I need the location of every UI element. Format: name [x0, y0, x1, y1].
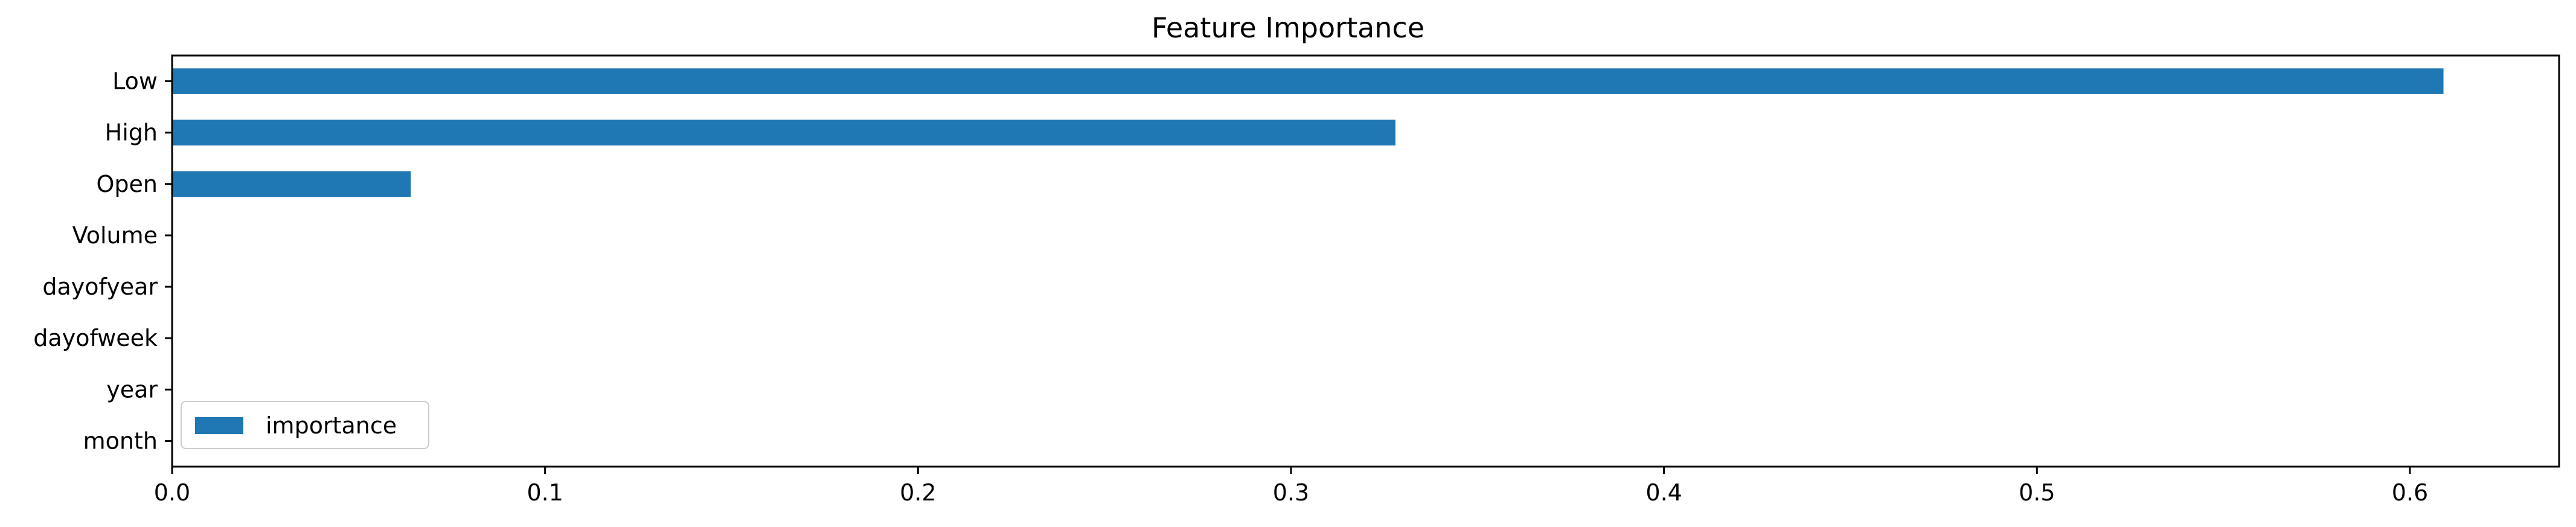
bars-group: [172, 68, 2444, 197]
x-tick-label: 0.0: [154, 479, 190, 506]
y-axis: Low High Open Volume dayofyear dayofweek year m…: [33, 68, 172, 454]
y-tick-label: month: [83, 427, 158, 454]
legend-label: importance: [266, 412, 397, 439]
y-tick-label: Volume: [72, 222, 158, 249]
y-tick-label: dayofyear: [42, 273, 158, 300]
bar-high: [172, 120, 1395, 145]
y-tick-label: year: [106, 376, 158, 403]
x-tick-label: 0.1: [527, 479, 563, 506]
bar-open: [172, 171, 411, 197]
y-tick-label: High: [105, 120, 158, 146]
x-tick-label: 0.2: [900, 479, 936, 506]
legend-swatch: [195, 417, 243, 434]
x-tick-label: 0.5: [2019, 479, 2055, 506]
x-tick-label: 0.3: [1273, 479, 1309, 506]
y-tick-label: Low: [112, 68, 158, 95]
x-tick-label: 0.4: [1645, 479, 1682, 506]
bar-low: [172, 68, 2444, 94]
x-axis: 0.0 0.1 0.2 0.3 0.4 0.5 0.6: [154, 467, 2428, 506]
legend[interactable]: importance: [181, 401, 429, 449]
legend-box: [181, 401, 429, 449]
y-tick-label: dayofweek: [33, 325, 158, 351]
chart-title: Feature Importance: [1152, 11, 1424, 44]
y-tick-label: Open: [97, 171, 158, 197]
plot-frame: [171, 54, 2560, 468]
x-tick-label: 0.6: [2392, 479, 2428, 506]
